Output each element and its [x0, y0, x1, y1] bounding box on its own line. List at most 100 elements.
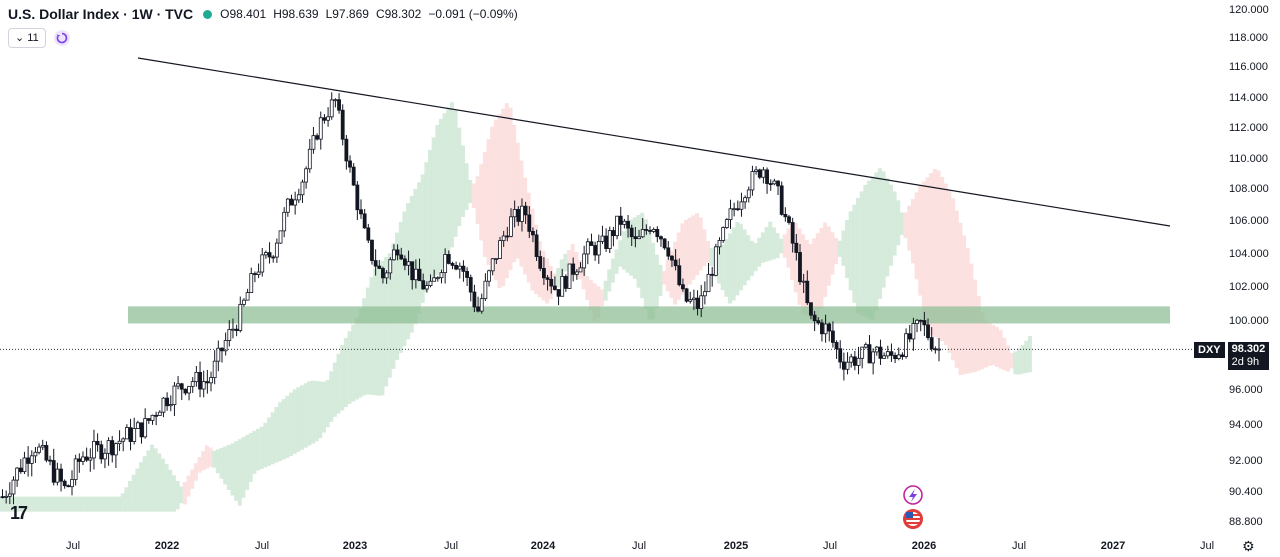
trendline[interactable]: [137, 57, 1171, 227]
indicator-toggle-button[interactable]: ⌄ 11: [8, 28, 46, 48]
candle-body: [779, 185, 784, 215]
candle-body: [315, 135, 320, 140]
candle-body: [198, 371, 202, 390]
sync-icon[interactable]: [53, 30, 70, 46]
cloud-segment: [610, 258, 615, 283]
price-axis-label: 94.000: [1229, 419, 1263, 431]
cloud-segment: [259, 426, 264, 469]
time-axis-label: Jul: [444, 540, 458, 552]
candle-body: [695, 297, 700, 309]
cloud-segment: [329, 371, 334, 422]
cloud-segment: [54, 496, 59, 512]
cloud-segment: [369, 277, 374, 395]
price-axis-label: 104.000: [1229, 248, 1269, 260]
cloud-segment: [1002, 337, 1007, 371]
candle-body: [640, 229, 645, 238]
candle-body: [626, 220, 630, 229]
candle-body: [761, 169, 766, 178]
candle-body: [706, 273, 711, 293]
candle-body: [205, 381, 210, 384]
price-axis-label: 118.000: [1229, 32, 1268, 44]
cloud-segment: [504, 103, 509, 279]
cloud-segment: [263, 422, 268, 468]
candle-body: [110, 440, 115, 456]
cloud-segment: [131, 474, 136, 512]
candle-body: [582, 253, 587, 269]
candle-body: [717, 240, 722, 248]
candle-body: [212, 360, 217, 379]
cloud-segment: [248, 432, 253, 482]
cloud-segment: [940, 177, 945, 342]
gear-icon[interactable]: ⚙: [1242, 538, 1255, 554]
candle-body: [684, 288, 689, 302]
cloud-segment: [746, 235, 751, 281]
cloud-segment: [764, 227, 769, 262]
cloud-segment: [325, 380, 330, 428]
candle-body: [201, 381, 206, 390]
candle-body: [150, 414, 155, 421]
candle-body: [348, 160, 352, 168]
candle-body: [520, 205, 524, 222]
cloud-segment: [823, 222, 828, 298]
cloud-segment: [632, 217, 637, 279]
candle-body: [545, 277, 550, 280]
candle-body: [285, 198, 290, 213]
price-axis-label: 114.000: [1229, 92, 1268, 104]
candle-body: [823, 323, 828, 335]
candle-body: [413, 268, 418, 281]
cloud-segment: [296, 387, 301, 452]
candle-body: [651, 229, 656, 232]
cloud-segment: [267, 417, 272, 466]
time-axis[interactable]: Jul 2022 Jul 2023 Jul 2024 Jul 2025 Jul 2026 Jul 20…: [66, 540, 1214, 552]
candle-body: [820, 322, 824, 335]
cloud-segment: [223, 446, 228, 485]
candle-body: [937, 348, 941, 351]
candle-body: [852, 356, 857, 366]
change-value: −0.091 (−0.09%): [428, 7, 518, 21]
cloud-segment: [651, 242, 656, 320]
candle-body: [841, 361, 846, 370]
candle-body: [18, 467, 23, 473]
candle-body: [344, 138, 349, 162]
price-axis-label: 116.000: [1229, 61, 1268, 73]
cloud-segment: [987, 323, 992, 366]
cloud-segment: [929, 173, 934, 336]
candle-body: [128, 427, 133, 442]
candle-body: [29, 455, 34, 464]
candle-body: [157, 411, 162, 416]
symbol-header[interactable]: U.S. Dollar Index · 1W · TVC O98.401 H98…: [8, 4, 518, 24]
cloud-segment: [669, 250, 674, 298]
candle-body: [509, 216, 513, 237]
candle-body: [476, 306, 480, 312]
cloud-segment: [424, 162, 429, 293]
candle-body: [296, 194, 301, 201]
candle-body: [659, 236, 663, 240]
cloud-segment: [596, 286, 601, 318]
us-flag-icon[interactable]: [903, 509, 923, 529]
flash-icon[interactable]: [903, 485, 923, 505]
symbol-title[interactable]: U.S. Dollar Index · 1W · TVC: [8, 6, 194, 22]
candle-body: [677, 265, 682, 286]
candle-body: [637, 236, 641, 240]
cloud-segment: [446, 107, 451, 259]
cloud-segment: [877, 168, 882, 299]
candle-body: [893, 354, 898, 359]
cloud-segment: [303, 383, 308, 448]
cloud-segment: [640, 212, 645, 299]
cloud-segment: [508, 107, 513, 271]
cloud-segment: [278, 402, 283, 462]
cloud-segment: [881, 171, 886, 288]
candle-body: [527, 214, 532, 232]
candle-body: [805, 280, 810, 304]
cloud-segment: [471, 183, 476, 209]
price-axis[interactable]: 120.000 118.000 116.000 114.000 112.000 110.0…: [1229, 4, 1269, 528]
candle-body: [70, 479, 74, 488]
tradingview-logo[interactable]: 17: [10, 503, 28, 523]
candle-body: [81, 456, 85, 462]
cloud-segment: [0, 496, 4, 512]
cloud-segment: [706, 241, 711, 263]
cloud-segment: [307, 381, 312, 446]
candle-body: [242, 299, 246, 305]
candle-body: [326, 116, 330, 121]
